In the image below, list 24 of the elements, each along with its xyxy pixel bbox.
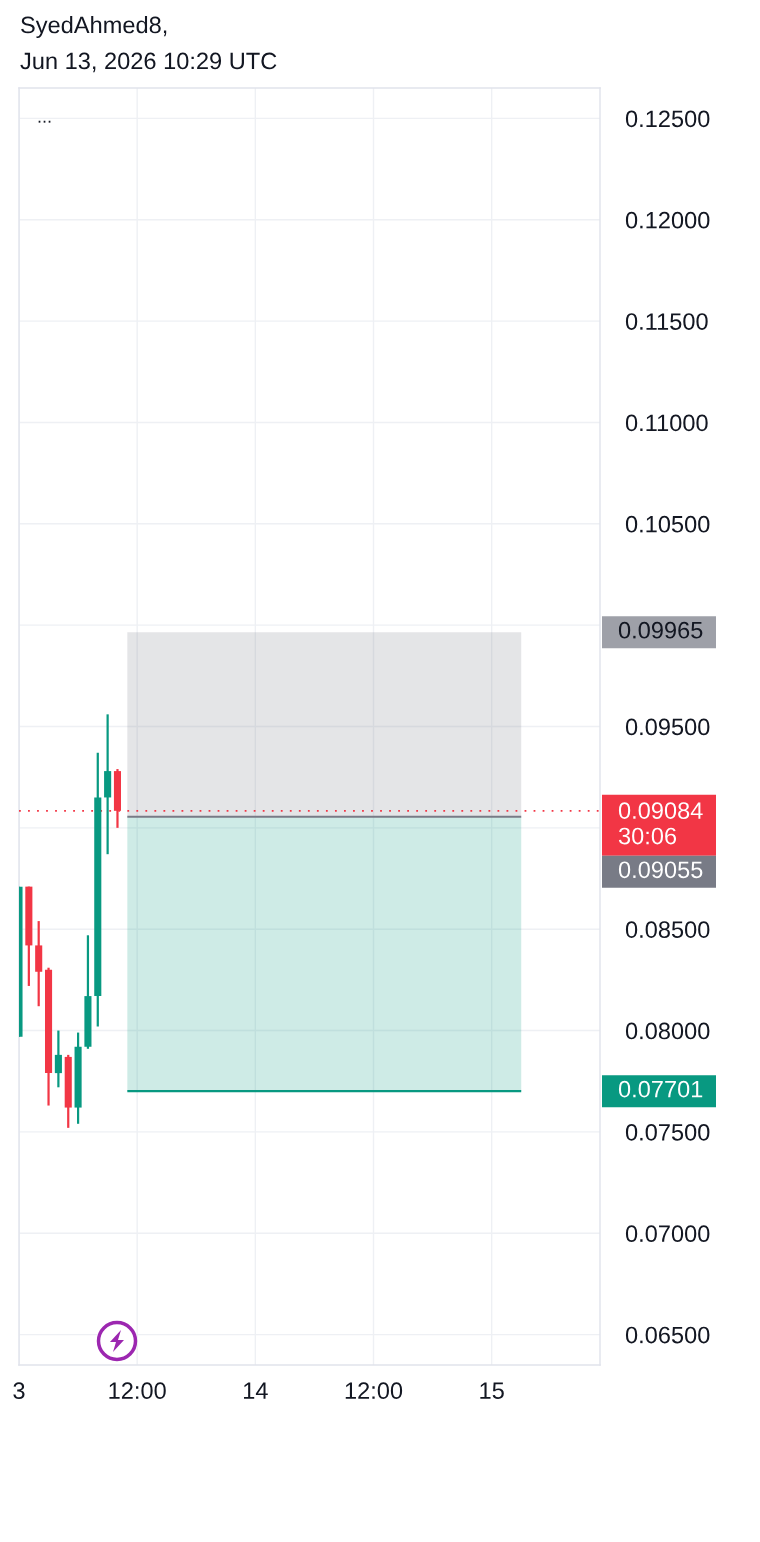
y-tick-label: 0.07500 <box>625 1123 710 1141</box>
y-tick-label: 0.09965 <box>618 621 703 639</box>
text: 0.09055 <box>618 861 703 879</box>
x-tick-label: 3 <box>13 1382 25 1400</box>
x-tick-label: 12:00 <box>345 1382 403 1400</box>
y-tick-label: 0.12500 <box>625 110 710 128</box>
y-tick-label: 0.08000 <box>625 1022 710 1040</box>
y-tick-label: 0.07701 <box>618 1080 703 1098</box>
annotation: ... <box>38 120 51 123</box>
y-tick-label: 0.09500 <box>625 718 710 736</box>
x-tick-label: 12:00 <box>109 1382 166 1400</box>
x-tick-label: 15 <box>480 1382 504 1400</box>
y-tick-label: 0.07000 <box>625 1225 710 1243</box>
candlestick <box>54 1029 62 1089</box>
y-tick-label: 0.11500 <box>625 313 708 330</box>
y-tick-label: 0.08500 <box>625 921 710 938</box>
ref-line-label: 0.09084 30:06 <box>618 802 703 845</box>
chart-subtitle: Jun 13, 2026 10:29 UTC <box>20 52 277 73</box>
y-tick-label: 0.06500 <box>625 1326 710 1344</box>
y-tick-label: 0.11000 <box>625 414 708 432</box>
y-tick-label: 0.10500 <box>625 515 710 533</box>
chart-title: SyedAhmed8, <box>21 16 167 39</box>
y-tick-label: 0.12000 <box>625 211 710 229</box>
x-tick-label: 14 <box>244 1382 268 1399</box>
